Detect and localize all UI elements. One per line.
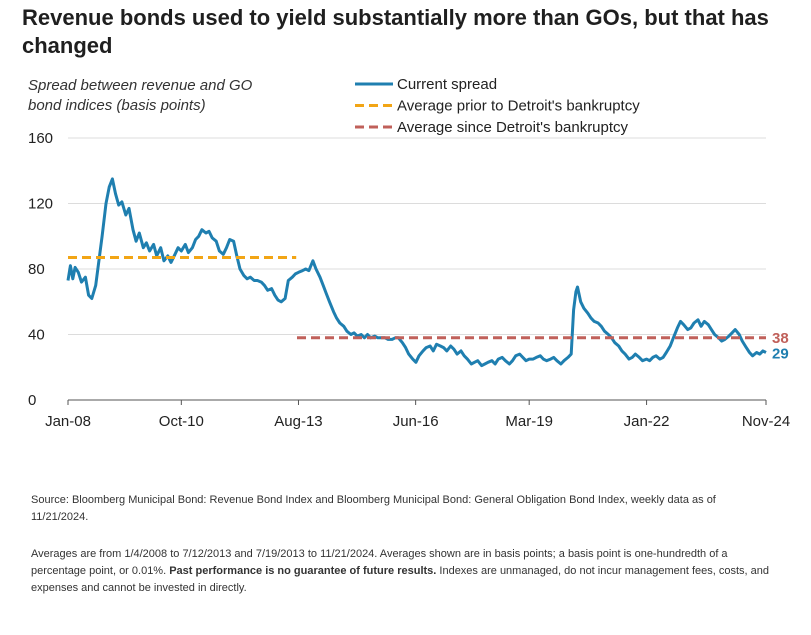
legend-label: Current spread bbox=[397, 76, 497, 93]
series bbox=[66, 177, 767, 368]
averages-note-text-end: Indexes are unmanaged, do not incur mana… bbox=[31, 565, 769, 594]
performance-disclaimer: Past performance is no guarantee of futu… bbox=[169, 565, 437, 577]
x-tick-label: Mar-19 bbox=[505, 413, 553, 430]
legend: Current spread Average prior to Detroit's… bbox=[355, 76, 640, 136]
gridlines bbox=[68, 137, 766, 401]
y-axis: 0 40 80 120 160 bbox=[28, 130, 53, 409]
y-axis-title-line: Spread between revenue and GO bbox=[28, 77, 253, 94]
y-tick-label: 120 bbox=[28, 196, 53, 213]
y-axis-title: Spread between revenue and GO bond indice… bbox=[28, 77, 253, 114]
y-tick-label: 40 bbox=[28, 327, 45, 344]
x-axis: Jan-08 Oct-10 Aug-13 Jun-16 Mar-19 Jan-22 Nov-… bbox=[45, 400, 790, 430]
y-tick-label: 0 bbox=[28, 392, 36, 409]
y-tick-label: 160 bbox=[28, 130, 53, 147]
x-tick-label: Jun-16 bbox=[393, 413, 439, 430]
source-note: Source: Bloomberg Municipal Bond: Revenu… bbox=[31, 494, 716, 523]
y-tick-label: 80 bbox=[28, 261, 45, 278]
x-tick-label: Aug-13 bbox=[274, 413, 322, 430]
y-axis-title-line: bond indices (basis points) bbox=[28, 97, 206, 114]
end-value-label: 29 bbox=[772, 346, 789, 363]
x-tick-label: Oct-10 bbox=[159, 413, 204, 430]
x-tick-label: Nov-24 bbox=[742, 413, 790, 430]
averages-note-text: Averages are from 1/4/2008 to 7/12/2013 … bbox=[31, 548, 728, 577]
averages-note: Averages are from 1/4/2008 to 7/12/2013 … bbox=[31, 546, 771, 597]
chart-title: Revenue bonds used to yield substantiall… bbox=[22, 5, 769, 58]
x-tick-label: Jan-08 bbox=[45, 413, 91, 430]
x-tick-label: Jan-22 bbox=[624, 413, 670, 430]
legend-label: Average since Detroit's bankruptcy bbox=[397, 119, 629, 136]
legend-label: Average prior to Detroit's bankruptcy bbox=[397, 98, 640, 115]
line-chart: Spread between revenue and GO bond indice… bbox=[28, 76, 790, 430]
end-value-label: 38 bbox=[772, 330, 789, 347]
current-spread-line bbox=[66, 177, 767, 368]
